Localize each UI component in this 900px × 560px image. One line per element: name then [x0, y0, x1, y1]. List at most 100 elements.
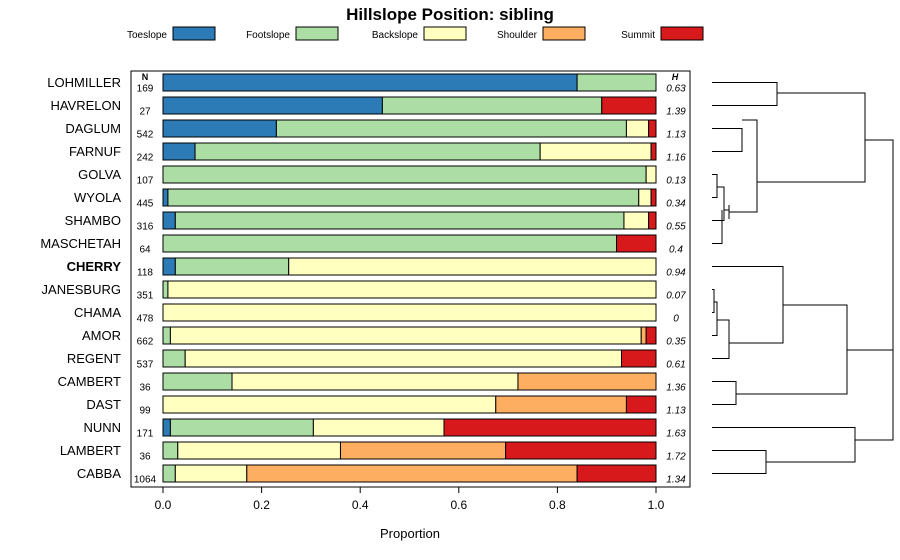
bar-regent-backslope	[184, 349, 622, 368]
legend-swatch-shoulder	[542, 26, 586, 41]
x-tick-label-1: 0.2	[253, 498, 270, 512]
bar-chama-backslope	[162, 303, 657, 322]
row-h-cambert: 1.36	[666, 383, 686, 394]
bar-wyola-footslope	[167, 188, 640, 207]
bar-wyola-summit	[650, 188, 657, 207]
row-h-shambo: 0.55	[666, 222, 686, 233]
bar-lohmiller-footslope	[576, 73, 657, 92]
row-n-nunn: 171	[137, 429, 154, 440]
row-n-maschetah: 64	[139, 245, 151, 256]
row-label-regent: REGENT	[67, 351, 121, 366]
dendrogram-branch-15	[712, 450, 767, 474]
dendrogram-branch-2	[712, 174, 718, 198]
bar-cabba-footslope	[162, 464, 176, 483]
row-h-golva: 0.13	[666, 176, 686, 187]
bar-dast-summit	[625, 395, 657, 414]
row-label-janesburg: JANESBURG	[42, 282, 121, 297]
row-n-golva: 107	[137, 176, 154, 187]
row-golva: GOLVA 107 0.13	[78, 165, 686, 187]
bar-maschetah-footslope	[162, 234, 618, 253]
dendrogram-branch-8	[757, 92, 866, 183]
bar-lambert-backslope	[177, 441, 341, 460]
row-dast: DAST 99 1.13	[86, 395, 686, 417]
row-label-maschetah: MASCHETAH	[40, 236, 121, 251]
row-n-farnuf: 242	[137, 153, 154, 164]
row-label-wyola: WYOLA	[74, 190, 121, 205]
row-label-havrelon: HAVRELON	[50, 98, 121, 113]
bar-lambert-footslope	[162, 441, 179, 460]
row-h-farnuf: 1.16	[666, 153, 686, 164]
plot-frame	[130, 70, 691, 488]
bar-havrelon-toeslope	[162, 96, 383, 115]
bar-nunn-backslope	[312, 418, 445, 437]
row-daglum: DAGLUM 542 1.13	[65, 119, 686, 141]
bar-havrelon-footslope	[381, 96, 603, 115]
h-header: H	[672, 72, 679, 82]
bar-cambert-backslope	[231, 372, 519, 391]
row-h-amor: 0.35	[666, 337, 686, 348]
bar-shambo-toeslope	[162, 211, 176, 230]
row-havrelon: HAVRELON 27 1.39	[50, 96, 686, 118]
row-h-janesburg: 0.07	[666, 291, 686, 302]
bar-shambo-footslope	[174, 211, 625, 230]
row-label-daglum: DAGLUM	[65, 121, 121, 136]
bar-havrelon-summit	[601, 96, 657, 115]
row-janesburg: JANESBURG 351 0.07	[42, 280, 686, 302]
row-n-amor: 662	[137, 337, 154, 348]
bar-daglum-backslope	[625, 119, 650, 138]
row-label-shambo: SHAMBO	[65, 213, 121, 228]
row-h-wyola: 0.34	[666, 199, 686, 210]
bar-nunn-toeslope	[162, 418, 171, 437]
row-n-shambo: 316	[137, 222, 154, 233]
bar-golva-footslope	[162, 165, 647, 184]
dendrogram-branch-17	[847, 349, 894, 441]
bar-regent-footslope	[162, 349, 186, 368]
row-label-cambert: CAMBERT	[58, 374, 121, 389]
dendrogram-branch-0	[712, 82, 778, 106]
x-axis-title: Proportion	[380, 526, 440, 541]
row-chama: CHAMA 478 0	[74, 303, 679, 325]
row-label-dast: DAST	[86, 397, 121, 412]
n-header: N	[142, 72, 149, 82]
bar-janesburg-backslope	[167, 280, 657, 299]
bar-cabba-backslope	[174, 464, 248, 483]
bar-regent-summit	[620, 349, 657, 368]
bar-lambert-shoulder	[339, 441, 507, 460]
x-tick-label-2: 0.4	[352, 498, 369, 512]
row-h-cabba: 1.34	[666, 475, 686, 486]
dendrogram-branch-18	[865, 139, 894, 350]
row-n-janesburg: 351	[137, 291, 154, 302]
row-cabba: CABBA 1064 1.34	[77, 464, 686, 486]
bar-wyola-backslope	[638, 188, 652, 207]
row-label-nunn: NUNN	[83, 420, 121, 435]
dendrogram-branch-9	[712, 289, 715, 313]
x-tick-label-4: 0.8	[549, 498, 566, 512]
legend-swatch-summit	[660, 26, 704, 41]
bar-cherry-footslope	[174, 257, 290, 276]
row-lambert: LAMBERT 36 1.72	[60, 441, 686, 463]
legend-swatch-footslope	[295, 26, 339, 41]
dendrogram-branch-13	[712, 381, 737, 405]
row-n-dast: 99	[139, 406, 151, 417]
bar-janesburg-footslope	[162, 280, 169, 299]
bar-golva-backslope	[645, 165, 657, 184]
dendrogram-branch-10	[712, 301, 718, 336]
x-tick-label-5: 1.0	[648, 498, 665, 512]
bar-shambo-summit	[648, 211, 657, 230]
x-tick-label-3: 0.6	[450, 498, 467, 512]
chart-title: Hillslope Position: sibling	[346, 5, 554, 24]
row-cherry: CHERRY 118 0.94	[67, 257, 686, 279]
row-h-cherry: 0.94	[666, 268, 686, 279]
row-amor: AMOR 662 0.35	[82, 326, 686, 348]
row-h-maschetah: 0.4	[669, 245, 683, 256]
bar-dast-shoulder	[495, 395, 627, 414]
bar-cambert-footslope	[162, 372, 233, 391]
legend-label-footslope: Footslope	[246, 30, 290, 41]
row-wyola: WYOLA 445 0.34	[74, 188, 686, 210]
row-n-havrelon: 27	[139, 107, 151, 118]
bar-lohmiller-toeslope	[162, 73, 578, 92]
row-n-cambert: 36	[139, 383, 151, 394]
legend-label-toeslope: Toeslope	[127, 30, 167, 41]
bar-farnuf-footslope	[194, 142, 541, 161]
